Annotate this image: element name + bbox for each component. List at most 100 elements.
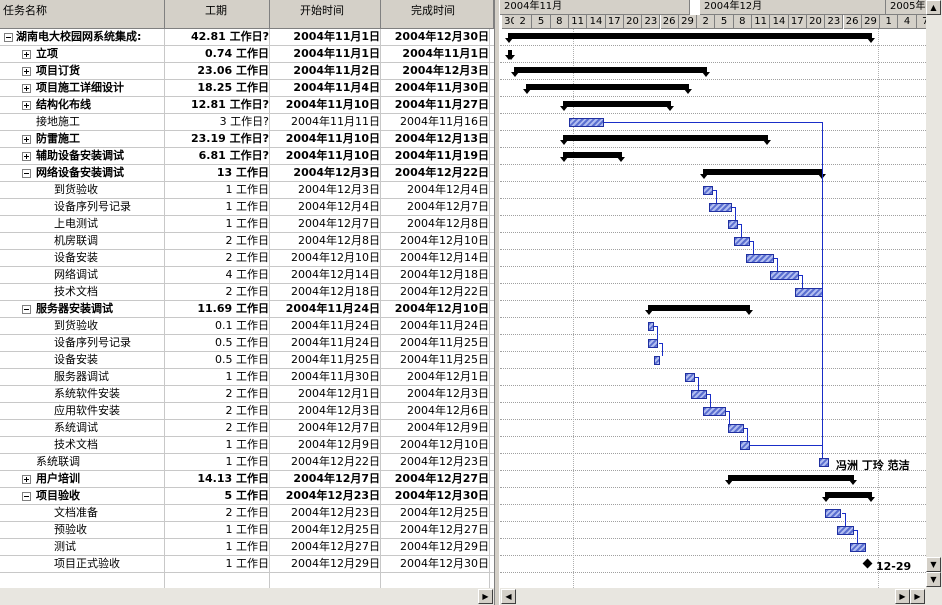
task-row[interactable]: 服务器调试 1 工作日 2004年11月30日 2004年12月1日 [0, 369, 494, 386]
task-bar[interactable] [727, 424, 744, 433]
expand-icon[interactable] [22, 475, 31, 484]
column-header-duration[interactable]: 工期 [165, 0, 270, 29]
expand-icon[interactable] [22, 50, 31, 59]
scroll-down-icon[interactable]: ▼ [926, 557, 941, 572]
milestone-marker[interactable] [862, 558, 873, 569]
task-bar[interactable] [684, 373, 696, 382]
task-bar[interactable] [648, 322, 655, 331]
timescale-day: 14 [587, 15, 606, 29]
gantt-vertical-scrollbar[interactable]: ▲ ▼ ▼ [926, 0, 942, 605]
task-row[interactable]: 技术文档 1 工作日 2004年12月9日 2004年12月10日 [0, 437, 494, 454]
task-row[interactable]: 辅助设备安装调试 6.81 工作日? 2004年11月10日 2004年11月19日 [0, 148, 494, 165]
task-bar[interactable] [654, 356, 661, 365]
collapse-icon[interactable] [4, 33, 13, 42]
task-row[interactable]: 系统软件安装 2 工作日 2004年12月1日 2004年12月3日 [0, 386, 494, 403]
task-duration-cell: 11.69 工作日 [197, 302, 269, 315]
header-finish-label: 完成时间 [411, 4, 455, 17]
task-start-cell: 2004年11月11日 [291, 115, 380, 128]
summary-bar[interactable] [700, 169, 827, 179]
task-row[interactable]: 设备安装 0.5 工作日 2004年11月25日 2004年11月25日 [0, 352, 494, 369]
task-bar[interactable] [849, 543, 866, 552]
timescale-day: 2 [697, 15, 716, 29]
task-bar[interactable] [569, 118, 604, 127]
task-row[interactable]: 服务器安装调试 11.69 工作日 2004年11月24日 2004年12月10日 [0, 301, 494, 318]
task-row[interactable]: 设备序列号记录 1 工作日 2004年12月4日 2004年12月7日 [0, 199, 494, 216]
task-row[interactable]: 项目施工详细设计 18.25 工作日 2004年11月4日 2004年11月30日 [0, 80, 494, 97]
task-bar[interactable] [733, 237, 750, 246]
task-bar[interactable] [703, 186, 714, 195]
task-row[interactable]: 网络调试 4 工作日 2004年12月14日 2004年12月18日 [0, 267, 494, 284]
task-bar[interactable] [770, 271, 799, 280]
task-row[interactable]: 测试 1 工作日 2004年12月27日 2004年12月29日 [0, 539, 494, 556]
task-finish-cell: 2004年11月30日 [394, 81, 489, 94]
task-row[interactable]: 项目验收 5 工作日 2004年12月23日 2004年12月30日 [0, 488, 494, 505]
task-bar[interactable] [648, 339, 659, 348]
task-bar[interactable] [819, 458, 830, 467]
task-row[interactable]: 防雷施工 23.19 工作日? 2004年11月10日 2004年12月13日 [0, 131, 494, 148]
task-bar[interactable] [691, 390, 708, 399]
task-finish-cell: 2004年12月14日 [400, 251, 489, 264]
task-name-cell: 测试 [54, 540, 76, 553]
summary-bar[interactable] [822, 492, 875, 502]
task-bar[interactable] [703, 407, 726, 416]
task-row[interactable]: 结构化布线 12.81 工作日? 2004年11月10日 2004年11月27日 [0, 97, 494, 114]
collapse-icon[interactable] [22, 492, 31, 501]
task-duration-cell: 13 工作日 [216, 166, 269, 179]
scroll-right-icon[interactable]: ▶ [910, 589, 925, 604]
gantt-horizontal-scrollbar[interactable]: ◀ ▶ ▶ [500, 588, 926, 605]
task-row[interactable]: 系统联调 1 工作日 2004年12月22日 2004年12月23日 [0, 454, 494, 471]
task-row[interactable]: 设备序列号记录 0.5 工作日 2004年11月24日 2004年11月25日 [0, 335, 494, 352]
task-bar[interactable] [794, 288, 824, 297]
task-row[interactable]: 文档准备 2 工作日 2004年12月23日 2004年12月25日 [0, 505, 494, 522]
task-row[interactable]: 技术文档 2 工作日 2004年12月18日 2004年12月22日 [0, 284, 494, 301]
task-bar[interactable] [727, 220, 738, 229]
task-row[interactable]: 用户培训 14.13 工作日 2004年12月7日 2004年12月27日 [0, 471, 494, 488]
scroll-up-icon[interactable]: ▲ [926, 0, 941, 15]
task-row[interactable]: 项目订货 23.06 工作日 2004年11月2日 2004年12月3日 [0, 63, 494, 80]
task-bar[interactable] [709, 203, 732, 212]
column-header-name[interactable]: 任务名称 [0, 0, 165, 29]
summary-bar[interactable] [505, 33, 875, 43]
task-row[interactable]: 预验收 1 工作日 2004年12月25日 2004年12月27日 [0, 522, 494, 539]
task-row[interactable]: 系统调试 2 工作日 2004年12月7日 2004年12月9日 [0, 420, 494, 437]
task-row[interactable]: 机房联调 2 工作日 2004年12月8日 2004年12月10日 [0, 233, 494, 250]
scroll-right-icon[interactable]: ▶ [895, 589, 910, 604]
task-row[interactable]: 设备安装 2 工作日 2004年12月10日 2004年12月14日 [0, 250, 494, 267]
summary-bar[interactable] [511, 67, 711, 77]
task-row[interactable]: 湖南电大校园网系统集成: 42.81 工作日? 2004年11月1日 2004年12月… [0, 29, 494, 46]
expand-icon[interactable] [22, 152, 31, 161]
scroll-left-icon[interactable]: ◀ [501, 589, 516, 604]
task-row[interactable]: 接地施工 3 工作日? 2004年11月11日 2004年11月16日 [0, 114, 494, 131]
task-row[interactable]: 网络设备安装调试 13 工作日 2004年12月3日 2004年12月22日 [0, 165, 494, 182]
summary-bar[interactable] [559, 101, 674, 111]
expand-icon[interactable] [22, 135, 31, 144]
expand-icon[interactable] [22, 67, 31, 76]
summary-bar[interactable] [504, 50, 516, 60]
summary-bar[interactable] [645, 305, 753, 315]
task-bar[interactable] [739, 441, 750, 450]
task-bar[interactable] [825, 509, 842, 518]
table-horizontal-scrollbar[interactable]: ▶ [0, 588, 494, 605]
expand-icon[interactable] [22, 84, 31, 93]
task-row[interactable]: 立项 0.74 工作日 2004年11月1日 2004年11月1日 [0, 46, 494, 63]
scroll-down-icon[interactable]: ▼ [926, 572, 941, 587]
column-header-start[interactable]: 开始时间 [270, 0, 381, 29]
summary-bar[interactable] [523, 84, 692, 94]
task-bar[interactable] [745, 254, 775, 263]
scroll-right-icon[interactable]: ▶ [478, 589, 493, 604]
task-duration-cell: 18.25 工作日 [197, 81, 269, 94]
task-row[interactable]: 项目正式验收 1 工作日 2004年12月29日 2004年12月30日 [0, 556, 494, 573]
column-header-finish[interactable]: 完成时间 [381, 0, 494, 29]
pane-splitter[interactable] [494, 0, 500, 605]
summary-bar[interactable] [559, 152, 625, 162]
summary-bar[interactable] [559, 135, 772, 145]
expand-icon[interactable] [22, 101, 31, 110]
task-row[interactable]: 到货验收 1 工作日 2004年12月3日 2004年12月4日 [0, 182, 494, 199]
task-bar[interactable] [837, 526, 854, 535]
task-row[interactable]: 应用软件安装 2 工作日 2004年12月3日 2004年12月6日 [0, 403, 494, 420]
task-row[interactable]: 到货验收 0.1 工作日 2004年11月24日 2004年11月24日 [0, 318, 494, 335]
task-row[interactable]: 上电测试 1 工作日 2004年12月7日 2004年12月8日 [0, 216, 494, 233]
summary-bar[interactable] [724, 475, 857, 485]
collapse-icon[interactable] [22, 305, 31, 314]
collapse-icon[interactable] [22, 169, 31, 178]
